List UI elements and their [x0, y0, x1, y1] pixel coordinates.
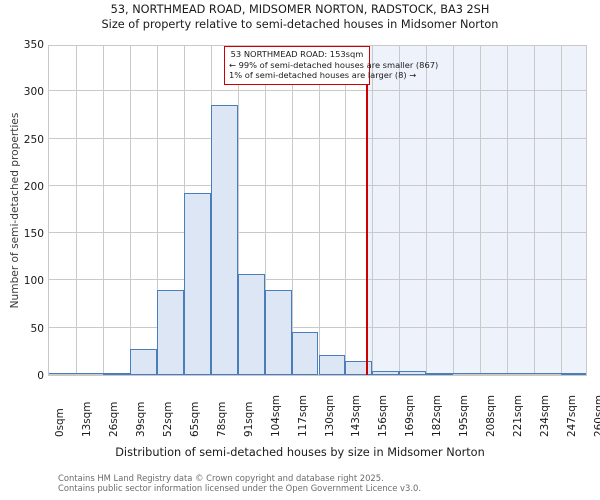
property-size-marker-line: [366, 46, 368, 375]
gridline-horizontal: [49, 137, 586, 139]
y-tick-label: 300: [23, 86, 44, 99]
gridline-vertical: [372, 46, 374, 375]
gridline-horizontal: [49, 184, 586, 186]
histogram-bar: [507, 373, 535, 375]
histogram-bar: [183, 193, 211, 375]
x-tick-label: 143sqm: [350, 395, 363, 437]
gridline-vertical: [534, 46, 536, 375]
gridline-vertical: [291, 46, 293, 375]
gridline-vertical: [318, 46, 320, 375]
x-tick-label: 221sqm: [512, 395, 525, 437]
gridline-horizontal: [49, 232, 586, 234]
gridline-vertical: [75, 46, 77, 375]
histogram-bar: [264, 289, 292, 375]
gridline-vertical: [102, 46, 104, 375]
gridline-vertical: [426, 46, 428, 375]
histogram-bar: [480, 373, 508, 375]
y-tick-label: 150: [23, 228, 44, 241]
gridline-vertical: [480, 46, 482, 375]
x-tick-label: 39sqm: [134, 401, 147, 437]
gridline-vertical: [264, 46, 266, 375]
x-axis-label: Distribution of semi-detached houses by …: [115, 446, 485, 459]
histogram-bar: [237, 273, 265, 375]
annotation-smaller: ← 99% of semi-detached houses are smalle…: [229, 59, 439, 70]
gridline-vertical: [156, 46, 158, 375]
gridline-vertical: [399, 46, 401, 375]
gridline-vertical: [129, 46, 131, 375]
histogram-bar: [102, 373, 130, 375]
histogram-bar: [345, 360, 373, 375]
gridline-horizontal: [49, 279, 586, 281]
histogram-bar: [372, 371, 400, 375]
x-tick-label: 117sqm: [296, 395, 309, 437]
y-tick-label: 250: [23, 133, 44, 146]
x-tick-label: 234sqm: [539, 395, 552, 437]
chart-subtitle: Size of property relative to semi-detach…: [101, 18, 499, 31]
x-tick-label: 13sqm: [80, 401, 93, 437]
histogram-bar: [561, 373, 586, 375]
x-tick-label: 195sqm: [458, 395, 471, 437]
footer-line-2: Contains public sector information licen…: [58, 483, 421, 493]
histogram-bar: [399, 371, 427, 375]
gridline-horizontal: [49, 326, 586, 328]
histogram-bar: [156, 289, 184, 375]
gridline-vertical: [237, 46, 239, 375]
y-tick-label: 50: [30, 322, 44, 335]
x-tick-label: 78sqm: [215, 401, 228, 437]
gridline-vertical: [507, 46, 509, 375]
y-tick-label: 0: [37, 370, 44, 382]
histogram-bar: [129, 349, 157, 375]
x-tick-label: 65sqm: [188, 401, 201, 437]
gridline-vertical: [561, 46, 563, 375]
gridline-vertical: [453, 46, 455, 375]
x-tick-label: 156sqm: [377, 395, 390, 437]
histogram-bar: [291, 332, 319, 375]
histogram-bar: [426, 373, 454, 375]
histogram-bar: [75, 373, 103, 375]
histogram-bar: [453, 373, 481, 375]
histogram-bar: [210, 104, 238, 375]
annotation-larger: 1% of semi-detached houses are larger (8…: [229, 70, 417, 80]
y-tick-label: 200: [23, 180, 44, 193]
x-tick-label: 130sqm: [323, 395, 336, 437]
plot-area: [48, 45, 587, 376]
property-annotation-box: 53 NORTHMEAD ROAD: 153sqm ← 99% of semi-…: [224, 46, 439, 85]
x-tick-label: 91sqm: [242, 401, 255, 437]
x-tick-label: 182sqm: [431, 395, 444, 437]
y-axis-ticks: 0 50 100 150 200 250 300 350: [0, 0, 44, 500]
annotation-title: 53 NORTHMEAD ROAD: 153sqm: [230, 49, 364, 59]
chart-title-block: 53, NORTHMEAD ROAD, MIDSOMER NORTON, RAD…: [0, 2, 600, 32]
histogram-bar: [534, 373, 562, 375]
attribution-footer: Contains HM Land Registry data © Crown c…: [58, 473, 421, 493]
page-title: 53, NORTHMEAD ROAD, MIDSOMER NORTON, RAD…: [110, 3, 490, 16]
x-tick-label: 247sqm: [566, 395, 579, 437]
histogram-bar: [49, 373, 76, 375]
x-tick-label: 260sqm: [593, 395, 600, 437]
footer-line-1: Contains HM Land Registry data © Crown c…: [58, 473, 384, 483]
x-tick-label: 208sqm: [485, 395, 498, 437]
gridline-vertical: [345, 46, 347, 375]
histogram-bar: [318, 355, 346, 375]
x-tick-label: 0sqm: [54, 408, 66, 437]
gridline-horizontal: [49, 90, 586, 92]
x-tick-label: 52sqm: [161, 401, 174, 437]
y-tick-label: 350: [23, 39, 44, 51]
x-tick-label: 26sqm: [107, 401, 120, 437]
x-tick-label: 169sqm: [404, 395, 417, 437]
x-tick-label: 104sqm: [269, 395, 282, 437]
x-axis-ticks: 0sqm 13sqm 26sqm 39sqm 52sqm 65sqm 78sqm 91sqm 1…: [0, 381, 600, 443]
y-tick-label: 100: [23, 275, 44, 288]
larger-region-shading: [366, 46, 586, 375]
y-axis-label: Number of semi-detached properties: [9, 112, 21, 309]
